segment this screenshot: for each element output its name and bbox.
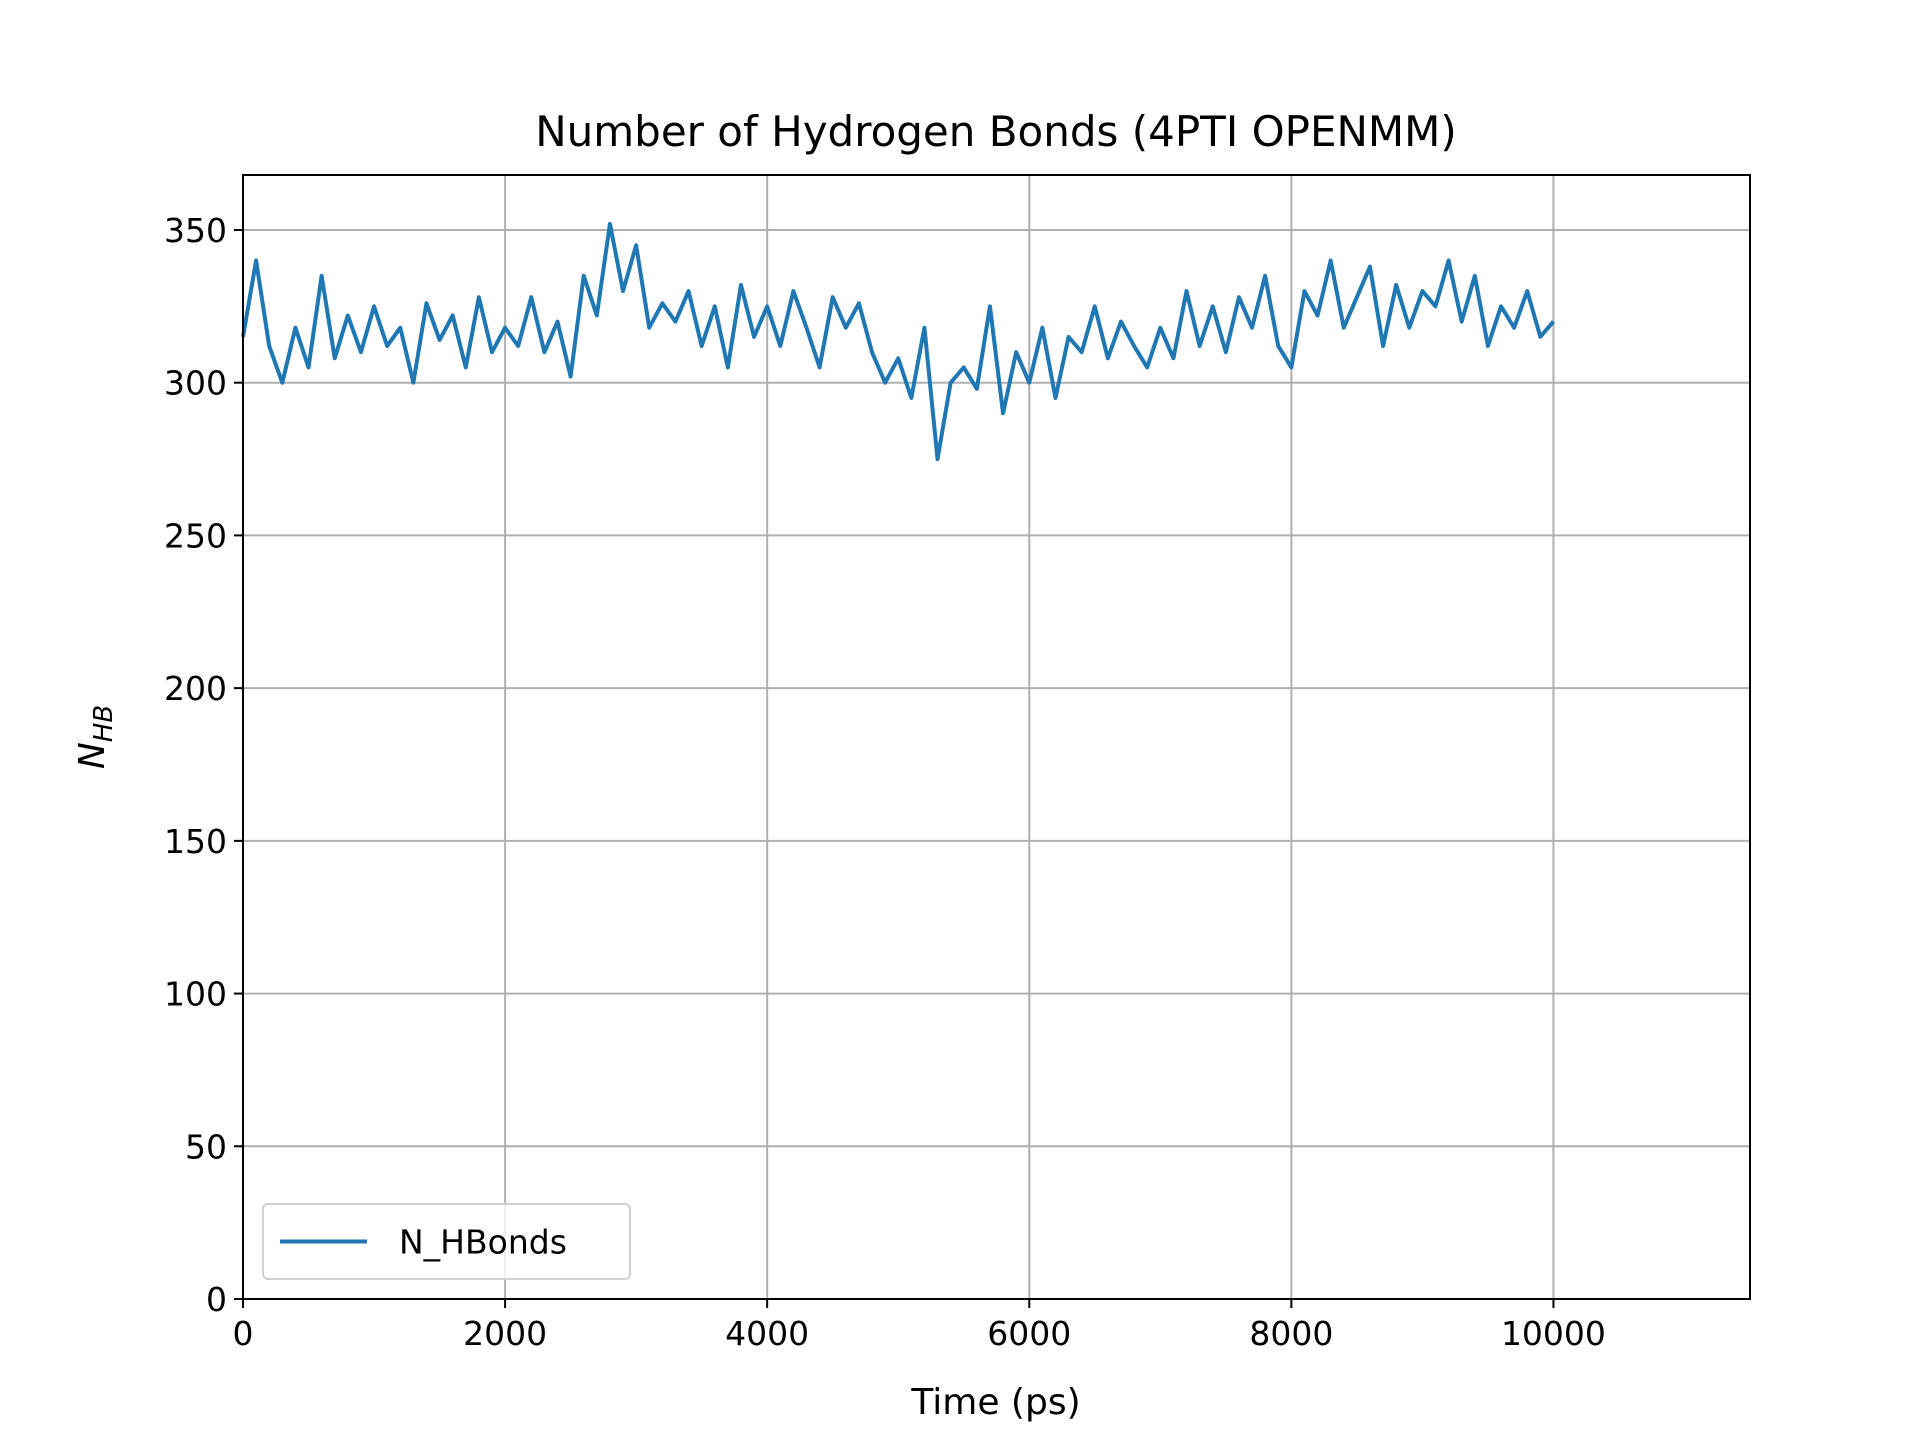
x-tick-label: 4000	[725, 1314, 809, 1353]
chart-title: Number of Hydrogen Bonds (4PTI OPENMM)	[535, 107, 1457, 156]
y-label-symbol: N	[72, 742, 113, 769]
y-tick-label: 150	[164, 822, 227, 861]
y-tick-label: 200	[164, 669, 227, 708]
y-tick-label: 50	[185, 1127, 227, 1166]
x-tick-label: 0	[233, 1314, 254, 1353]
y-tick-label: 350	[164, 211, 227, 250]
legend-box	[262, 1203, 631, 1280]
x-axis-label: Time (ps)	[910, 1382, 1080, 1423]
data-line	[241, 221, 1555, 462]
y-tick-label: 250	[164, 516, 227, 555]
y-label-subscript: HB	[89, 705, 119, 742]
x-tick-label: 10000	[1501, 1314, 1606, 1353]
y-axis-label: NHB	[72, 705, 119, 769]
legend-label: N_HBonds	[399, 1223, 567, 1262]
y-tick-label: 0	[206, 1280, 227, 1319]
x-tick-label: 2000	[463, 1314, 547, 1353]
x-tick-label: 8000	[1249, 1314, 1333, 1353]
plot-frame	[242, 174, 1751, 1300]
y-tick-label: 300	[164, 364, 227, 403]
y-tick-label: 100	[164, 975, 227, 1014]
x-tick-label: 6000	[987, 1314, 1071, 1353]
